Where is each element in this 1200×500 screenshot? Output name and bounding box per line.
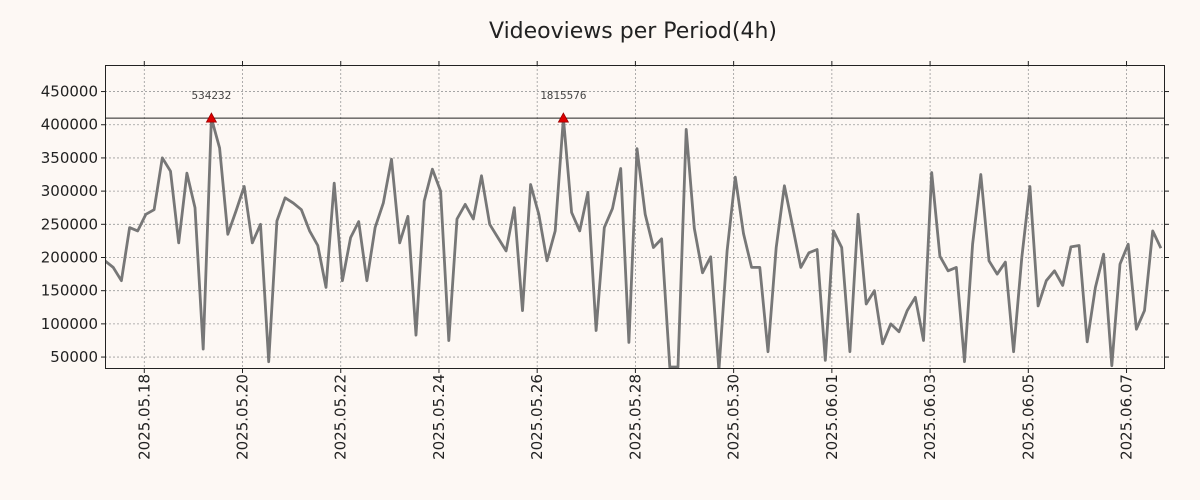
x-tick-label: 2025.05.28 [626,374,644,460]
x-tick-label: 2025.05.22 [332,374,350,460]
x-tick-label: 2025.05.24 [430,374,448,460]
x-tick-label: 2025.05.20 [234,374,252,460]
y-tick-label: 200000 [41,248,98,266]
y-tick-label: 400000 [41,116,98,134]
peak-marker [205,112,218,123]
x-tick-label: 2025.05.18 [135,374,153,460]
y-tick-label: 150000 [41,282,98,300]
x-tick-label: 2025.06.05 [1019,374,1037,460]
y-tick-label: 300000 [41,182,98,200]
x-tick-label: 2025.06.01 [823,374,841,460]
x-axis: 2025.05.18 2025.05.20 2025.05.22 2025.05.24… [135,61,1136,460]
series-line [105,116,1163,369]
y-tick-label: 50000 [50,348,98,366]
plot-frame [105,65,1165,369]
y-tick-label: 250000 [41,215,98,233]
x-tick-label: 2025.05.30 [725,374,743,460]
y-tick-label: 100000 [41,315,98,333]
y-axis: 50000 100000 150000 200000 250000 300000 35000… [41,83,1169,366]
y-tick-label: 350000 [41,149,98,167]
x-tick-label: 2025.06.03 [921,374,939,460]
peak-markers: 534232 1815576 [192,89,587,123]
peak-label: 534232 [192,89,232,102]
peak-label: 1815576 [540,89,586,102]
x-tick-label: 2025.06.07 [1118,374,1136,460]
peak-marker [557,112,570,123]
x-tick-label: 2025.05.26 [528,374,546,460]
series-layer [105,116,1163,369]
y-tick-label: 450000 [41,83,98,101]
chart-title: Videoviews per Period(4h) [489,19,777,44]
